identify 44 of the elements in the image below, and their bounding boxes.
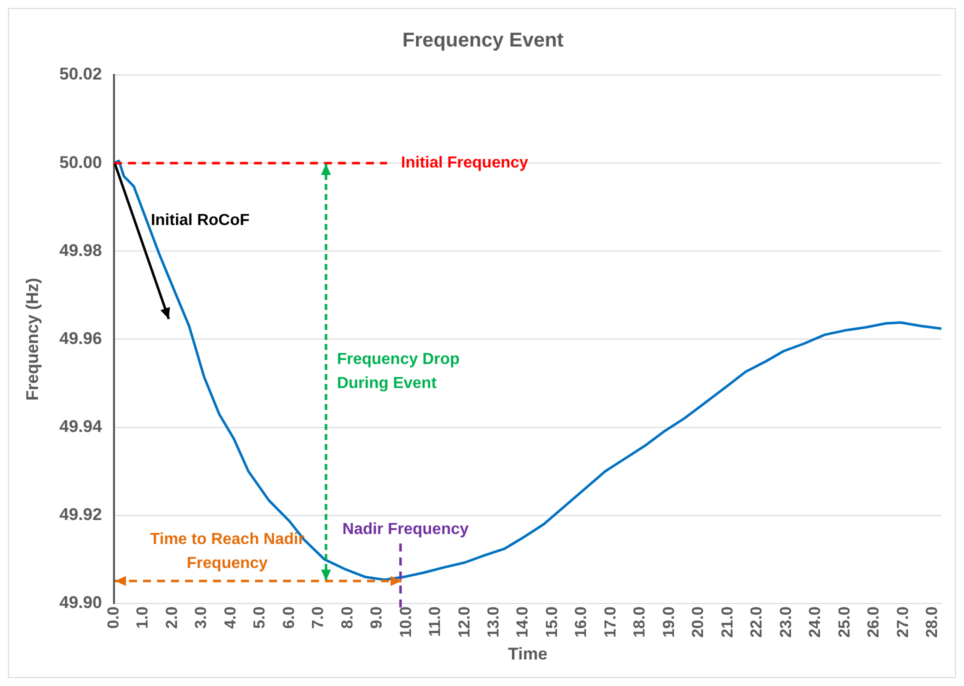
y-tick-label: 49.98 [59,240,102,260]
x-tick-label: 5.0 [252,606,269,629]
x-tick-label: 4.0 [222,606,240,629]
y-tick-label: 50.02 [59,64,102,84]
x-tick-label: 26.0 [866,606,883,638]
x-tick-label: 18.0 [632,606,649,638]
x-axis-title: Time [508,644,548,664]
x-tick-label: 20.0 [690,606,708,638]
x-tick-label: 22.0 [748,606,766,638]
x-tick-label: 17.0 [602,606,620,638]
x-tick-label: 0.0 [105,606,122,629]
x-tick-label: 13.0 [485,606,502,638]
x-tick-label: 12.0 [456,606,474,638]
ref-line-label: Nadir Frequency [342,520,469,538]
x-tick-label: 16.0 [573,606,590,638]
x-tick-label: 21.0 [719,606,736,638]
x-tick-label: 27.0 [894,606,912,638]
y-tick-label: 49.92 [59,505,102,524]
y-tick-label: 49.90 [59,593,102,612]
x-tick-label: 25.0 [836,606,854,638]
x-tick-label: 8.0 [339,606,356,629]
x-tick-label: 23.0 [778,606,795,638]
y-tick-label: 49.96 [59,328,102,348]
x-tick-label: 2.0 [164,606,181,629]
x-tick-label: 28.0 [924,606,942,638]
annotation: Initial RoCoF [150,212,250,229]
x-tick-label: 14.0 [514,606,532,638]
x-tick-label: 9.0 [368,606,386,629]
x-tick-label: 1.0 [134,606,152,629]
x-tick-label: 7.0 [310,606,328,629]
x-tick-label: 10.0 [398,606,415,638]
x-tick-label: 11.0 [427,606,444,637]
x-tick-label: 15.0 [544,606,561,638]
chart-title: Frequency Event [402,30,564,52]
x-tick-label: 24.0 [807,606,824,638]
annotation: Frequency Drop During Event [336,350,460,392]
annotation: Time to Reach Nadir Frequency [150,531,304,572]
ref-line-label: Initial Frequency [401,154,528,172]
x-tick-label: 19.0 [660,606,678,638]
x-tick-label: 3.0 [193,606,210,629]
y-tick-label: 50.00 [59,152,102,172]
x-tick-label: 6.0 [280,606,298,629]
y-tick-label: 49.94 [59,416,102,436]
y-axis-title: Frequency (Hz) [22,278,42,401]
